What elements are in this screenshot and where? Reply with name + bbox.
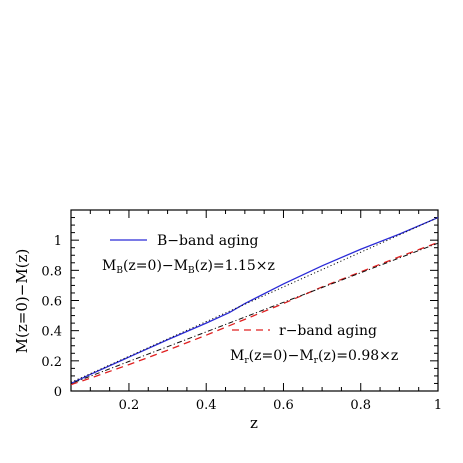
legend-formula-b-band: MB(z=0)−MB(z)=1.15×z — [102, 258, 275, 276]
series-line-3 — [70, 242, 439, 385]
y-axis-label: M(z=0)−M(z) — [13, 249, 31, 354]
legend-formula-r-band: Mr(z=0)−Mr(z)=0.98×z — [230, 348, 398, 366]
x-tick-label: 0.6 — [273, 398, 294, 413]
y-tick-label: 1 — [54, 234, 62, 249]
x-axis-label: z — [250, 414, 258, 432]
legend-label-r-band: r−band aging — [279, 323, 377, 339]
legend: B−band aging MB(z=0)−MB(z)=1.15×z r−band… — [102, 233, 398, 366]
series-lines — [70, 216, 439, 386]
legend-label-b-band: B−band aging — [157, 233, 259, 249]
y-tick-label: 0.2 — [41, 355, 62, 370]
tick-labels: 0.2 0.4 0.6 0.8 1 0 0.2 0.4 0.6 0.8 1 — [41, 234, 442, 413]
x-tick-label: 1 — [434, 398, 442, 413]
x-tick-label: 0.4 — [196, 398, 217, 413]
series-line-0 — [70, 216, 439, 385]
series-line-2 — [70, 217, 439, 383]
series-line-1 — [70, 241, 439, 386]
y-tick-label: 0.8 — [41, 264, 62, 279]
y-tick-label: 0.4 — [41, 325, 62, 340]
y-tick-label: 0.6 — [41, 295, 62, 310]
x-tick-label: 0.2 — [119, 398, 140, 413]
y-tick-label: 0 — [54, 385, 62, 400]
x-tick-label: 0.8 — [350, 398, 371, 413]
